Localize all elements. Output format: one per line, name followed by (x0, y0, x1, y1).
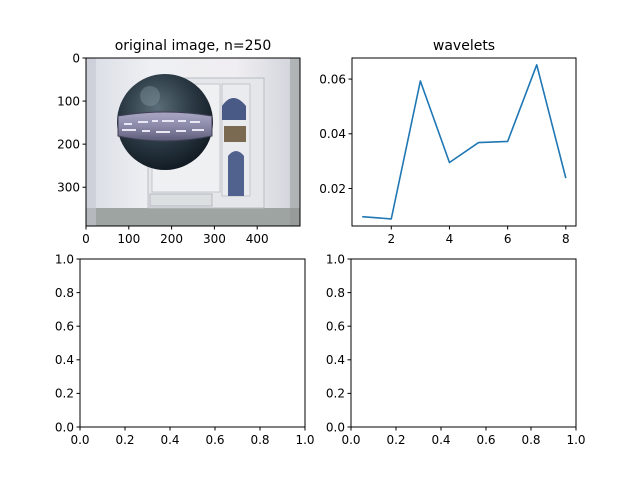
wavelets-y-ticks: 0.02 0.04 0.06 (319, 72, 352, 196)
empty-right-y-tick-label: 0.0 (326, 420, 345, 434)
wavelets-y-tick-label: 0.04 (319, 127, 346, 141)
wavelets-x-tick-label: 4 (446, 232, 454, 246)
photo (86, 58, 300, 226)
image-y-ticks: 0 100 200 300 (57, 51, 86, 195)
wavelets-x-tick-label: 2 (387, 232, 395, 246)
empty-right-y-tick-label: 1.0 (326, 252, 345, 266)
empty-left-y-tick-label: 0.6 (55, 320, 74, 334)
photo-left-dark (86, 58, 96, 226)
image-y-tick-label: 300 (57, 181, 80, 195)
wavelets-axes: wavelets 2 4 6 8 0.02 0.04 0.06 (319, 38, 577, 246)
wavelets-x-ticks: 2 4 6 8 (387, 226, 570, 246)
photo-band-pattern (122, 120, 204, 133)
image-y-tick-label: 200 (57, 137, 80, 151)
wavelets-x-tick-label: 6 (504, 232, 512, 246)
empty-left-x-tick-label: 0.2 (115, 433, 134, 447)
empty-left-x-tick-label: 0.0 (70, 433, 89, 447)
image-axes: original image, n=250 0 100 200 300 400 0 100… (57, 38, 301, 246)
photo-door-glass (228, 151, 244, 196)
image-y-tick-label: 100 (57, 94, 80, 108)
empty-left-x-tick-label: 0.4 (160, 433, 179, 447)
photo-ball-highlight (140, 86, 160, 106)
empty-left-y-tick-label: 0.0 (55, 420, 74, 434)
image-x-tick-label: 400 (246, 232, 269, 246)
empty-left-y-tick-label: 0.2 (55, 387, 74, 401)
empty-axes-left: 0.0 0.2 0.4 0.6 0.8 1.0 0.0 0.2 0.4 0.6 0.8 1.0 (55, 252, 315, 447)
empty-left-y-tick-label: 0.4 (55, 353, 74, 367)
empty-left-y-ticks: 0.0 0.2 0.4 0.6 0.8 1.0 (55, 252, 80, 434)
wavelets-y-tick-label: 0.02 (319, 182, 346, 196)
image-x-ticks: 0 100 200 300 400 (82, 226, 269, 246)
empty-left-x-tick-label: 0.8 (250, 433, 269, 447)
empty-right-x-tick-label: 0.8 (521, 433, 540, 447)
empty-right-x-ticks: 0.0 0.2 0.4 0.6 0.8 1.0 (341, 427, 586, 447)
empty-right-x-tick-label: 0.2 (386, 433, 405, 447)
empty-axes-right: 0.0 0.2 0.4 0.6 0.8 1.0 0.0 0.2 0.4 0.6 0.8 1.0 (326, 252, 586, 447)
photo-step (149, 193, 213, 207)
empty-left-x-ticks: 0.0 0.2 0.4 0.6 0.8 1.0 (70, 427, 315, 447)
wavelets-axes-frame (351, 57, 577, 227)
photo-ball-band (117, 111, 213, 142)
empty-right-x-tick-label: 0.6 (476, 433, 495, 447)
image-x-tick-label: 300 (203, 232, 226, 246)
empty-right-y-ticks: 0.0 0.2 0.4 0.6 0.8 1.0 (326, 252, 351, 434)
image-x-tick-label: 200 (160, 232, 183, 246)
photo-arch-window (222, 98, 246, 120)
image-axes-title: original image, n=250 (115, 38, 272, 54)
empty-axes-left-frame (79, 258, 306, 428)
wavelets-series-line (362, 64, 567, 220)
photo-lit-window (224, 126, 246, 142)
empty-right-y-tick-label: 0.2 (326, 387, 345, 401)
wavelets-x-tick-label: 8 (562, 232, 570, 246)
photo-right-dark (290, 58, 300, 226)
empty-right-x-tick-label: 0.4 (431, 433, 450, 447)
wavelets-series-group (362, 64, 567, 220)
wavelets-y-tick-label: 0.06 (319, 72, 346, 86)
empty-right-x-tick-label: 0.0 (341, 433, 360, 447)
empty-right-y-tick-label: 0.8 (326, 286, 345, 300)
image-axes-frame (85, 57, 301, 227)
empty-axes-right-frame (350, 258, 577, 428)
empty-left-x-tick-label: 0.6 (205, 433, 224, 447)
image-x-tick-label: 0 (82, 232, 90, 246)
photo-floor (86, 208, 300, 226)
empty-right-x-tick-label: 1.0 (566, 433, 585, 447)
empty-right-y-tick-label: 0.4 (326, 353, 345, 367)
empty-right-y-tick-label: 0.6 (326, 320, 345, 334)
empty-left-y-tick-label: 1.0 (55, 252, 74, 266)
wavelets-axes-title: wavelets (433, 38, 495, 54)
image-x-tick-label: 100 (117, 232, 140, 246)
image-y-tick-label: 0 (72, 51, 80, 65)
empty-left-y-tick-label: 0.8 (55, 286, 74, 300)
empty-left-x-tick-label: 1.0 (295, 433, 314, 447)
